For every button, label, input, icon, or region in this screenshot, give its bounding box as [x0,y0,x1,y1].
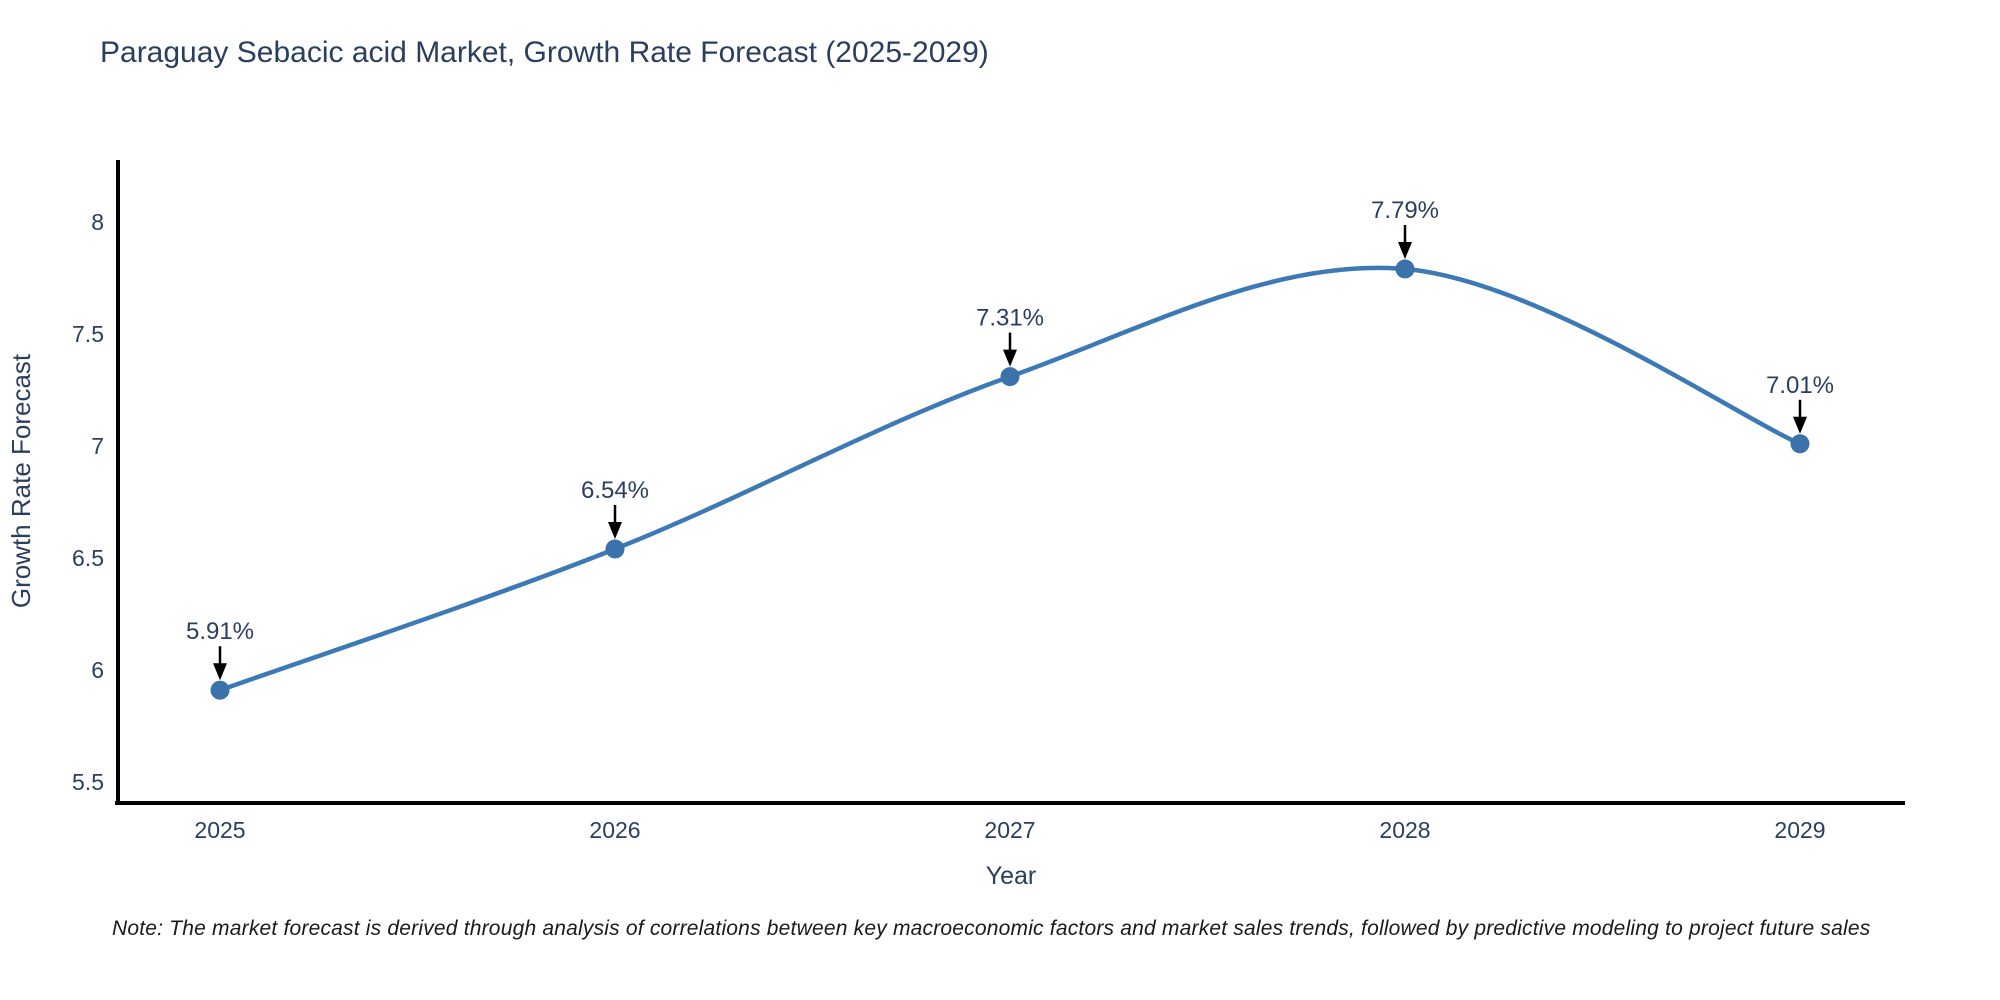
chart-title: Paraguay Sebacic acid Market, Growth Rat… [100,36,989,69]
chart-footnote: Note: The market forecast is derived thr… [112,917,1871,940]
x-tick-label: 2025 [194,817,245,843]
y-tick-label: 7.5 [72,321,104,347]
x-tick-label: 2027 [984,817,1035,843]
y-tick-label: 6 [91,657,104,683]
annotation-arrowhead-icon [1793,416,1807,434]
y-axis-title: Growth Rate Forecast [6,353,36,608]
y-tick-label: 6.5 [72,545,104,571]
data-point-marker [210,680,230,700]
data-point-marker [1790,434,1810,454]
annotation-label: 5.91% [186,618,254,645]
annotation-label: 7.79% [1371,197,1439,224]
annotation-arrowhead-icon [1003,349,1017,367]
data-point-marker [1395,259,1415,279]
annotation-arrowhead-icon [213,663,227,681]
annotation-arrowhead-icon [608,522,622,539]
x-axis-title: Year [986,862,1037,890]
y-tick-label: 8 [91,209,104,235]
y-tick-label: 5.5 [72,769,104,795]
data-point-marker [1000,367,1020,387]
annotation-label: 7.31% [976,305,1044,332]
annotation-label: 6.54% [581,477,649,504]
annotation-arrowhead-icon [1398,242,1412,259]
x-tick-label: 2029 [1774,817,1825,843]
annotation-label: 7.01% [1766,372,1834,399]
x-tick-label: 2026 [589,817,640,843]
x-tick-label: 2028 [1379,817,1430,843]
y-tick-label: 7 [91,433,104,459]
data-point-marker [605,539,625,559]
